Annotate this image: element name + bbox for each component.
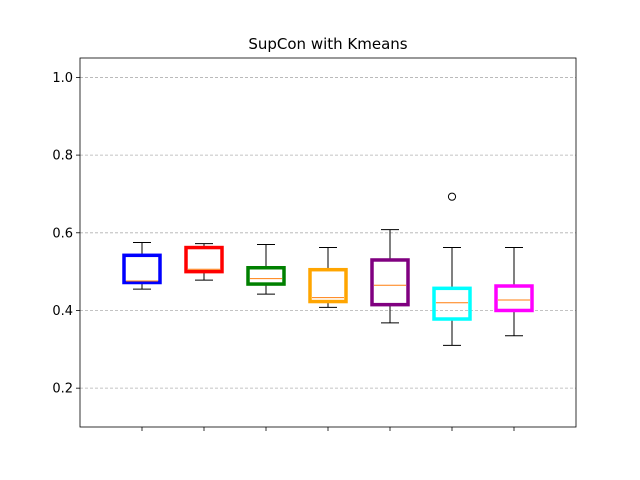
- axes: 0.2 0.4 0.6 0.8 1.0: [52, 57, 577, 431]
- outlier-point: [447, 192, 457, 201]
- box-group: [246, 243, 286, 295]
- y-tick-label: 0.6: [52, 226, 73, 241]
- box-iqr: [122, 253, 162, 285]
- box-group: [494, 247, 534, 337]
- box-iqr: [494, 284, 534, 313]
- box-iqr: [246, 265, 286, 286]
- box-iqr: [308, 267, 348, 304]
- box-group: [370, 229, 410, 324]
- y-tick-label: 0.2: [52, 382, 73, 397]
- box-group: [122, 242, 162, 290]
- box-iqr: [370, 258, 410, 307]
- chart-title: SupCon with Kmeans: [248, 35, 407, 53]
- box-group: [184, 243, 224, 281]
- box-iqr: [432, 286, 472, 321]
- y-gridlines: [80, 77, 576, 389]
- y-tick-label: 0.8: [52, 149, 73, 164]
- box-iqr: [184, 245, 224, 274]
- box-group: [308, 247, 348, 308]
- y-tick-label: 0.4: [52, 304, 73, 319]
- boxes: [122, 192, 534, 346]
- y-tick-label: 1.0: [52, 71, 73, 86]
- plot-frame: [79, 57, 577, 428]
- box-group: [432, 192, 472, 346]
